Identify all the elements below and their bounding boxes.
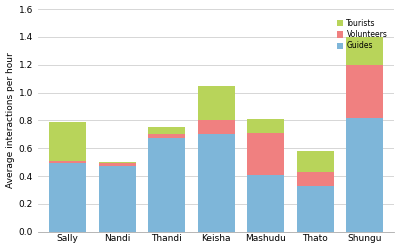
Bar bbox=[148, 127, 185, 134]
Bar bbox=[346, 65, 383, 118]
Bar bbox=[99, 164, 136, 166]
Bar bbox=[247, 119, 284, 133]
Bar bbox=[148, 138, 185, 232]
Bar bbox=[346, 37, 383, 65]
Bar bbox=[346, 118, 383, 232]
Legend: Tourists, Volunteers, Guides: Tourists, Volunteers, Guides bbox=[335, 17, 389, 52]
Bar bbox=[49, 164, 86, 232]
Y-axis label: Average interactions per hour: Average interactions per hour bbox=[6, 53, 14, 188]
Bar bbox=[198, 86, 235, 120]
Bar bbox=[297, 186, 334, 232]
Bar bbox=[198, 120, 235, 134]
Bar bbox=[247, 175, 284, 232]
Bar bbox=[99, 166, 136, 232]
Bar bbox=[99, 162, 136, 164]
Bar bbox=[297, 172, 334, 186]
Bar bbox=[297, 151, 334, 172]
Bar bbox=[247, 133, 284, 175]
Bar bbox=[148, 134, 185, 138]
Bar bbox=[49, 161, 86, 164]
Bar bbox=[198, 134, 235, 232]
Bar bbox=[49, 122, 86, 161]
